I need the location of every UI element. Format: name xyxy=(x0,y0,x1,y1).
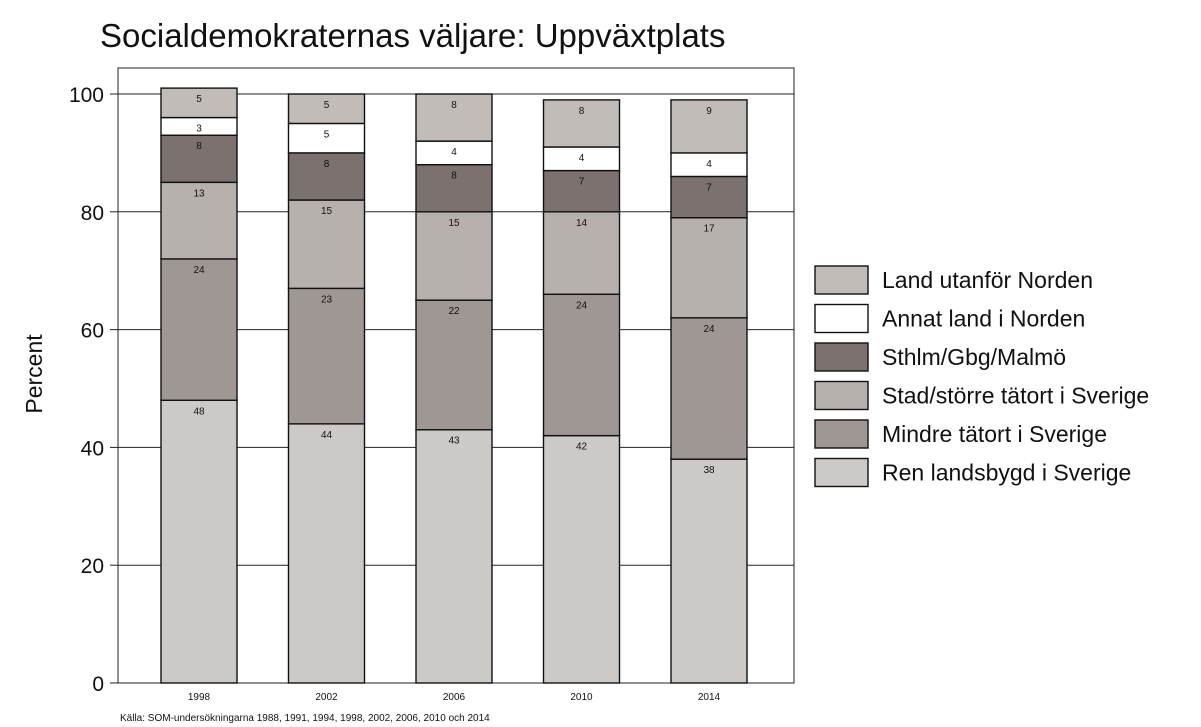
bar-segment xyxy=(160,399,238,684)
segment-value-label: 4 xyxy=(706,159,712,170)
segment-value-label: 3 xyxy=(196,124,202,135)
segment-value-label: 23 xyxy=(321,294,333,305)
segment-value-label: 8 xyxy=(579,106,585,117)
legend-swatch xyxy=(814,303,869,334)
legend-swatch xyxy=(814,419,869,449)
bar-segment xyxy=(542,293,621,437)
y-tick-label: 80 xyxy=(81,202,104,225)
y-tick-label: 40 xyxy=(81,437,104,460)
segment-value-label: 48 xyxy=(193,406,205,417)
x-tick-label: 2010 xyxy=(570,692,593,703)
bar-segment xyxy=(542,169,621,213)
legend-swatch xyxy=(814,342,869,372)
segment-value-label: 8 xyxy=(451,171,457,182)
bar-segment xyxy=(287,423,366,684)
bar-segment xyxy=(670,99,748,154)
x-tick-label: 2002 xyxy=(315,692,338,703)
legend-label: Land utanför Norden xyxy=(882,267,1093,293)
segment-value-label: 22 xyxy=(448,306,460,317)
bar-segment xyxy=(160,258,238,401)
bar-segment xyxy=(670,458,748,684)
segment-value-label: 9 xyxy=(706,106,712,117)
segment-value-label: 44 xyxy=(321,430,333,441)
legend-label: Stad/större tätort i Sverige xyxy=(882,383,1149,409)
bar-segment xyxy=(287,152,366,201)
legend-label: Mindre tätort i Sverige xyxy=(882,421,1107,447)
y-tick-label: 20 xyxy=(81,555,104,578)
segment-value-label: 24 xyxy=(576,300,588,311)
x-tick-label: 1998 xyxy=(188,692,211,703)
segment-value-label: 4 xyxy=(579,153,585,164)
y-tick-label: 0 xyxy=(92,673,104,696)
source-note: Källa: SOM-undersökningarna 1988, 1991, … xyxy=(120,713,490,724)
chart-title: Socialdemokraternas väljare: Uppväxtplat… xyxy=(100,17,725,54)
bar-segment xyxy=(415,429,493,684)
bar-segment xyxy=(415,163,493,213)
bars: 4824138354423158554322158484224147483824… xyxy=(160,87,748,684)
bar-segment xyxy=(287,199,366,290)
y-tick-label: 60 xyxy=(81,320,104,343)
segment-value-label: 7 xyxy=(706,182,712,193)
bar-segment xyxy=(670,175,748,219)
segment-value-label: 5 xyxy=(324,129,330,140)
segment-value-label: 38 xyxy=(703,465,715,476)
legend-swatch xyxy=(814,265,869,295)
segment-value-label: 42 xyxy=(576,442,588,453)
bar-segment xyxy=(542,434,621,684)
legend-swatch xyxy=(814,380,869,411)
bar-segment xyxy=(160,87,238,119)
legend-label: Annat land i Norden xyxy=(882,306,1085,332)
segment-value-label: 14 xyxy=(576,218,588,229)
legend-swatch xyxy=(814,457,869,488)
segment-value-label: 24 xyxy=(193,265,205,276)
bar-segment xyxy=(415,299,493,431)
segment-value-label: 43 xyxy=(448,436,460,447)
x-tick-label: 2006 xyxy=(443,692,466,703)
bar-segment xyxy=(542,99,621,148)
legend: Land utanför Norden Annat land i Norden St… xyxy=(814,265,1149,488)
segment-value-label: 13 xyxy=(193,188,205,199)
legend-label: Sthlm/Gbg/Malmö xyxy=(882,344,1066,370)
segment-value-label: 17 xyxy=(703,224,715,235)
segment-value-label: 8 xyxy=(451,100,457,111)
segment-value-label: 8 xyxy=(324,159,330,170)
segment-value-label: 24 xyxy=(703,324,715,335)
segment-value-label: 8 xyxy=(196,141,202,152)
segment-value-label: 5 xyxy=(324,100,330,111)
segment-value-label: 15 xyxy=(321,206,333,217)
bar-segment xyxy=(670,216,748,319)
bar-segment xyxy=(670,317,748,460)
bar-segment xyxy=(542,211,621,295)
y-axis-ticks: 0 20 40 60 80 100 xyxy=(69,84,118,696)
bar-segment xyxy=(287,122,366,154)
y-axis-title: Percent xyxy=(21,334,47,414)
legend-label: Ren landsbygd i Sverige xyxy=(882,460,1131,486)
y-tick-label: 100 xyxy=(69,84,104,107)
bar-segment xyxy=(287,93,366,125)
segment-value-label: 5 xyxy=(196,94,202,105)
segment-value-label: 4 xyxy=(451,147,457,158)
segment-value-label: 7 xyxy=(579,177,585,188)
x-tick-label: 2014 xyxy=(698,692,721,703)
bar-segment xyxy=(160,181,238,260)
bar-segment xyxy=(287,287,366,425)
segment-value-label: 15 xyxy=(448,218,460,229)
x-axis-ticks: 1998 2002 2006 2010 2014 xyxy=(188,692,721,703)
bar-segment xyxy=(415,93,493,142)
